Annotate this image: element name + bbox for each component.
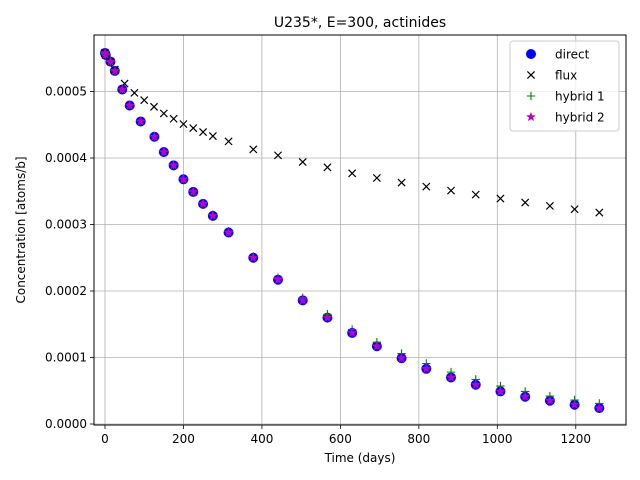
data-point <box>446 186 456 195</box>
legend-label: hybrid 1 <box>555 90 605 104</box>
data-point <box>422 182 431 191</box>
data-point <box>371 340 382 351</box>
data-point <box>297 295 308 305</box>
y-tick-label: 0.0002 <box>45 284 87 298</box>
data-point <box>471 190 480 199</box>
x-tick-label: 1000 <box>482 432 513 446</box>
data-point <box>105 56 116 66</box>
y-tick-label: 0.0000 <box>45 417 87 431</box>
data-point <box>150 102 159 111</box>
data-point <box>189 124 198 133</box>
y-tick-label: 0.0005 <box>45 85 87 99</box>
legend-marker <box>526 111 536 122</box>
data-point <box>109 65 120 76</box>
data-point <box>188 186 199 197</box>
data-point <box>130 88 139 97</box>
data-point <box>273 274 283 284</box>
x-tick-label: 0 <box>101 432 109 446</box>
data-point <box>224 137 233 146</box>
data-point <box>135 116 146 126</box>
y-tick-label: 0.0004 <box>45 151 87 165</box>
x-axis-label: Time (days) <box>324 451 396 465</box>
chart-title: U235*, E=300, actinides <box>274 15 446 31</box>
data-point <box>169 114 178 123</box>
x-tick-label: 200 <box>172 432 195 446</box>
x-tick-label: 800 <box>407 432 430 446</box>
legend-label: hybrid 2 <box>555 111 605 125</box>
data-point <box>117 84 128 94</box>
data-point <box>470 379 481 389</box>
data-point <box>545 201 554 210</box>
y-axis-label: Concentration [atoms/b] <box>14 156 28 303</box>
legend-label: direct <box>555 48 590 62</box>
data-point <box>397 178 406 187</box>
legend-item: hybrid 2 <box>526 111 605 125</box>
data-point <box>544 395 555 405</box>
legend-marker <box>526 70 536 80</box>
data-point <box>521 198 530 207</box>
legend-marker <box>526 49 536 59</box>
legend-item: flux <box>526 69 577 83</box>
data-point <box>446 372 456 382</box>
data-point <box>347 327 358 338</box>
data-point <box>570 205 579 214</box>
data-point <box>298 157 307 167</box>
data-point <box>124 100 135 110</box>
series-hybrid-2 <box>100 47 605 413</box>
data-point <box>496 194 505 203</box>
data-point <box>207 210 218 221</box>
legend-box <box>509 40 620 132</box>
data-point <box>223 227 234 237</box>
legend-item: hybrid 1 <box>526 90 605 104</box>
legend-marker <box>526 91 536 101</box>
data-point <box>322 312 333 322</box>
data-point <box>159 109 168 118</box>
data-point <box>323 163 332 172</box>
data-point <box>249 145 258 154</box>
axes-frame <box>93 34 627 426</box>
data-point <box>100 49 111 60</box>
legend-label: flux <box>555 69 577 83</box>
data-point <box>421 363 432 374</box>
data-point <box>198 198 209 209</box>
data-point <box>372 173 381 182</box>
data-point <box>520 391 531 401</box>
data-point <box>569 399 580 409</box>
data-point <box>168 160 179 170</box>
ticks: 0 200 400 600 800 1000 1200 0.0000 0.0001 0.0002 0… <box>45 85 591 446</box>
data-point <box>495 386 506 396</box>
data-point <box>149 131 160 141</box>
plot-marks <box>99 47 605 414</box>
x-tick-label: 400 <box>250 432 273 446</box>
data-point <box>396 352 407 363</box>
x-tick-label: 1200 <box>561 432 592 446</box>
data-point <box>248 252 259 262</box>
legend-item: direct <box>526 48 590 62</box>
series-flux <box>100 48 604 217</box>
data-point <box>199 128 208 137</box>
data-point <box>179 120 188 129</box>
data-point <box>178 174 189 184</box>
data-point <box>594 402 605 413</box>
legend: direct flux hybrid 1 hybrid 2 <box>509 40 620 132</box>
data-point <box>273 151 283 160</box>
y-tick-label: 0.0001 <box>45 351 87 365</box>
data-point <box>595 208 604 217</box>
y-tick-label: 0.0003 <box>45 218 87 232</box>
data-point <box>208 132 217 141</box>
data-point <box>140 96 149 105</box>
data-point <box>158 146 169 157</box>
x-tick-label: 600 <box>329 432 352 446</box>
data-point <box>348 169 357 178</box>
